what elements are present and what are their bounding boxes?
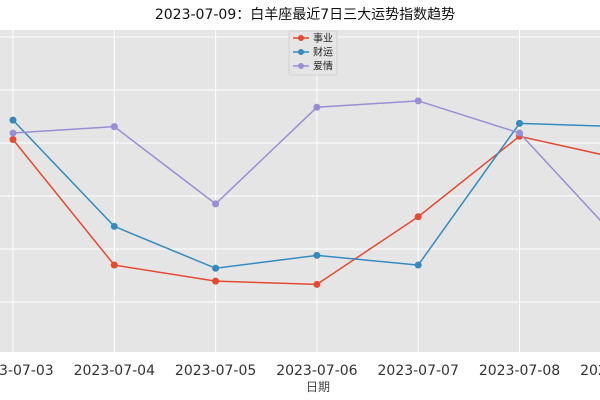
series-2-point-5 <box>516 129 523 137</box>
series-1-point-1 <box>110 222 118 230</box>
x-tick-label-6: 2023-07-09 <box>580 363 600 379</box>
chart-title: 2023-07-09：白羊座最近7日三大运势指数趋势 <box>155 7 455 23</box>
series-0-point-2 <box>212 277 220 285</box>
series-2-point-1 <box>110 123 118 131</box>
series-1-point-4 <box>414 261 422 269</box>
series-1-point-2 <box>212 264 220 272</box>
legend-marker-0 <box>298 35 304 41</box>
series-1-point-3 <box>313 251 321 259</box>
series-1-point-5 <box>516 119 523 127</box>
plot-background <box>0 30 600 352</box>
series-2-point-4 <box>414 97 422 105</box>
x-axis-label: 日期 <box>306 380 330 394</box>
legend-label-0: 事业 <box>313 32 333 45</box>
legend-label-2: 爱情 <box>313 60 333 73</box>
series-0-point-0 <box>9 135 17 143</box>
x-tick-label-3: 2023-07-06 <box>276 363 357 379</box>
series-0-point-1 <box>110 261 118 269</box>
series-2-point-2 <box>212 200 220 208</box>
series-2-point-0 <box>9 129 17 137</box>
x-tick-label-5: 2023-07-08 <box>479 363 560 379</box>
series-0-point-4 <box>414 213 422 221</box>
series-2-point-3 <box>313 103 321 111</box>
series-0-point-3 <box>313 280 321 288</box>
x-tick-label-4: 2023-07-07 <box>378 363 459 379</box>
legend-marker-2 <box>298 63 304 69</box>
x-tick-label-2: 2023-07-05 <box>175 363 256 379</box>
legend-marker-1 <box>298 49 304 55</box>
x-tick-label-0: 2023-07-03 <box>0 363 54 379</box>
series-1-point-0 <box>9 116 17 124</box>
x-tick-label-1: 2023-07-04 <box>74 363 155 379</box>
legend-label-1: 财运 <box>313 46 333 59</box>
plot-area <box>0 30 600 352</box>
